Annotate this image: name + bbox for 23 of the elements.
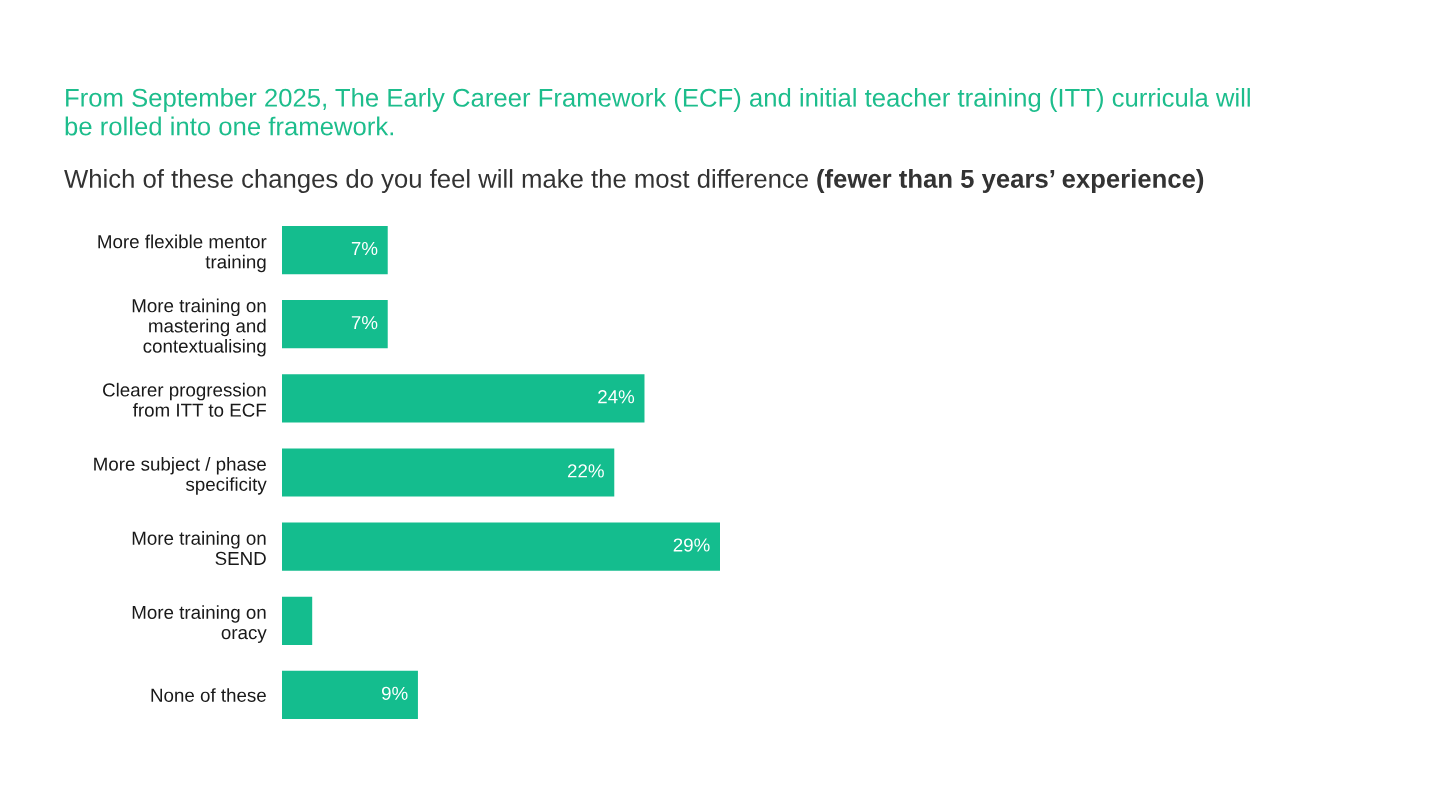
text: (fewer than 5 years’ experience) bbox=[817, 169, 1204, 193]
bar bbox=[282, 670, 418, 720]
y-tick-label: More training on oracy bbox=[132, 605, 267, 643]
data-label: 7% bbox=[351, 316, 378, 330]
y-tick-label: More training on mastering and contextualising bbox=[132, 298, 266, 357]
bar bbox=[282, 596, 313, 645]
data-label: 29% bbox=[673, 538, 710, 552]
y-tick-label: None of these bbox=[151, 688, 266, 702]
bar bbox=[282, 225, 388, 275]
data-label: 9% bbox=[381, 686, 408, 700]
y-tick-label: More training on SEND bbox=[132, 531, 266, 566]
chart-title: From September 2025, The Early Career Framework (ECF) and initial teacher training (ITT) curricula will be rolled into one framework. bbox=[65, 88, 1250, 136]
bar bbox=[282, 522, 720, 571]
y-tick-label: Clearer progression from ITT to ECF bbox=[103, 382, 266, 417]
bar bbox=[282, 448, 615, 497]
y-tick-label: More subject / phase specificity bbox=[94, 456, 267, 495]
data-label: 22% bbox=[567, 464, 604, 478]
data-label: 7% bbox=[351, 241, 378, 256]
chart-subtitle: Which of these changes do you feel will make the most difference bbox=[64, 169, 808, 193]
data-label: 24% bbox=[598, 390, 635, 404]
bar bbox=[282, 300, 388, 349]
bar bbox=[282, 374, 645, 423]
y-tick-label: More flexible mentor training bbox=[98, 234, 267, 273]
